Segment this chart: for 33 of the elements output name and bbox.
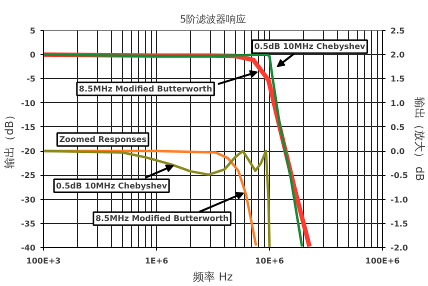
y-tick-label: -20: [21, 147, 36, 156]
annotation: Zoomed Responses: [59, 134, 147, 144]
y-tick-label: -40: [21, 244, 36, 252]
y2-tick-label: -0.5: [390, 171, 408, 180]
y-tick-label: -15: [21, 122, 36, 132]
y-tick-label: -10: [21, 98, 36, 108]
chart-title: 5阶滤波器响应: [180, 14, 246, 26]
y2-tick-label: -1.5: [390, 219, 408, 228]
y2-tick-label: 1.5: [390, 74, 406, 84]
y-tick-label: 5: [30, 26, 36, 36]
y2-tick-label: -1.0: [390, 195, 408, 204]
annotation: 8.5MHz Modified Butterworth: [95, 214, 229, 224]
y-tick-label: -5: [26, 74, 36, 84]
x-axis-title: 频率 Hz: [193, 270, 233, 284]
y2-tick-label: 1.0: [390, 98, 406, 108]
y-axis-title: 输出（dB）: [3, 110, 16, 168]
annotation: 0.5dB 10MHz Chebyshev: [254, 42, 366, 52]
y2-tick-label: 2.0: [390, 50, 406, 60]
annotation: 0.5dB 10MHz Chebyshev: [56, 181, 168, 190]
y-tick-label: -25: [21, 171, 36, 180]
x-tick-label: 1E+6: [144, 256, 169, 266]
x-tick-label: 10E+6: [255, 256, 284, 266]
annotation: 8.5MHz Modified Butterworth: [78, 84, 212, 94]
y-tick-label: 0: [30, 50, 36, 60]
x-tick-label: 100E+3: [26, 256, 61, 266]
y2-tick-label: 0.5: [390, 122, 406, 132]
y2-axis-title: 输出（放大） dB: [412, 96, 426, 182]
y2-tick-label: 2.5: [390, 26, 406, 36]
y-tick-label: -35: [21, 219, 36, 228]
y2-tick-label: -2.0: [390, 244, 408, 252]
y-tick-label: -30: [21, 195, 36, 204]
y2-tick-label: 0.0: [390, 147, 406, 156]
x-tick-label: 100E+6: [365, 256, 400, 266]
